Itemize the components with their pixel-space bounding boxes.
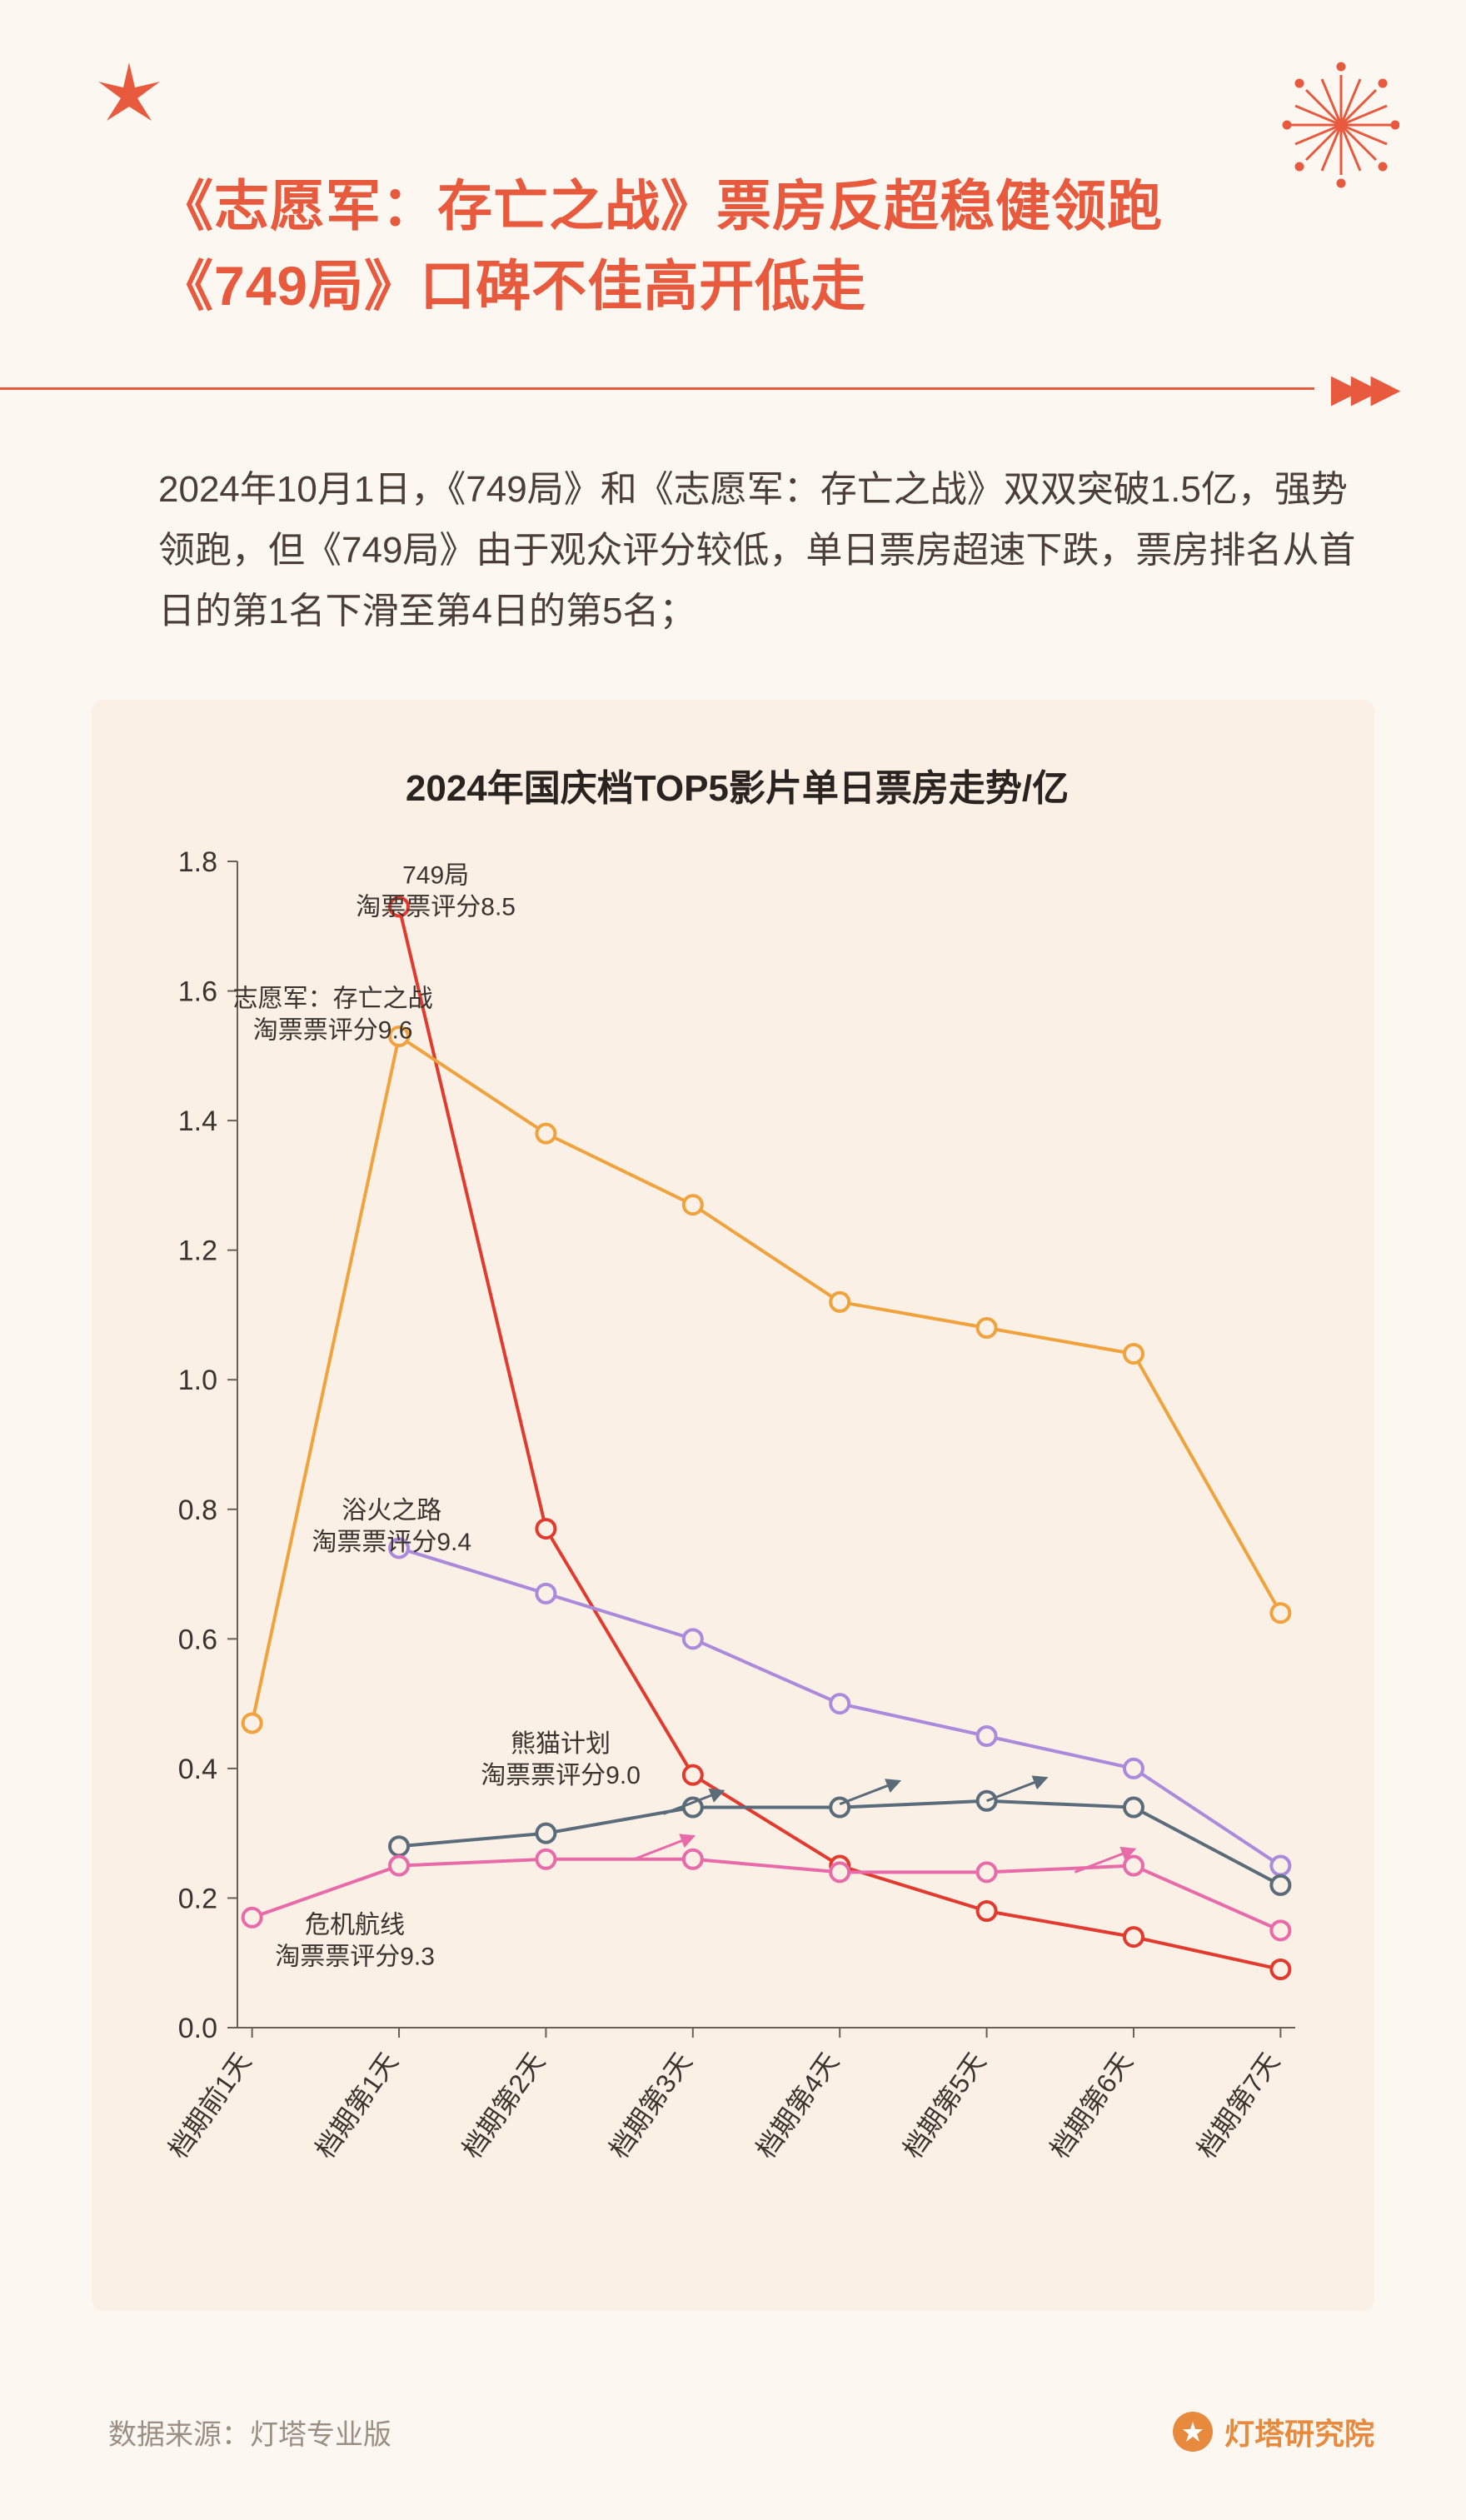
data-source: 数据来源：灯塔专业版 — [108, 2412, 391, 2453]
svg-text:0.4: 0.4 — [178, 1754, 217, 1785]
svg-text:749局: 749局 — [402, 862, 469, 890]
svg-text:危机航线: 危机航线 — [305, 1912, 405, 1939]
svg-text:1.4: 1.4 — [178, 1105, 217, 1137]
svg-text:档期第5天: 档期第5天 — [897, 2048, 991, 2164]
svg-text:档期第3天: 档期第3天 — [603, 2048, 697, 2164]
brand: 灯塔研究院 — [1173, 2410, 1374, 2453]
svg-text:档期第4天: 档期第4天 — [750, 2048, 845, 2164]
arrow-icon: ▶▶▶ — [1314, 367, 1466, 410]
svg-text:1.6: 1.6 — [178, 976, 217, 1008]
firework-icon — [1216, 33, 1399, 221]
chart-area: 0.0 0.2 0.4 0.6 0.8 1.0 1.2 1.4 1.6 1.8 档期前1天档期第1天… — [142, 845, 1333, 2211]
svg-text:0.2: 0.2 — [178, 1884, 217, 1915]
line-chart: 0.0 0.2 0.4 0.6 0.8 1.0 1.2 1.4 1.6 1.8 档期前1天档期第1天… — [142, 845, 1333, 2211]
svg-text:0.8: 0.8 — [178, 1495, 217, 1526]
divider-line — [0, 387, 1314, 390]
divider-row: ▶▶▶ — [0, 367, 1466, 410]
page: 《志愿军：存亡之战》票房反超稳健领跑 《749局》口碑不佳高开低走 ▶▶▶ 20… — [0, 0, 1466, 2520]
chart-title: 2024年国庆档TOP5影片单日票房走势/亿 — [142, 758, 1333, 811]
svg-text:档期第1天: 档期第1天 — [310, 2048, 404, 2164]
svg-text:淘票票评分9.0: 淘票票评分9.0 — [481, 1762, 641, 1789]
svg-text:档期第7天: 档期第7天 — [1191, 2048, 1285, 2164]
svg-text:档期第6天: 档期第6天 — [1045, 2048, 1139, 2164]
footer: 数据来源：灯塔专业版 灯塔研究院 — [108, 2410, 1374, 2453]
svg-text:淘票票评分8.5: 淘票票评分8.5 — [356, 894, 516, 921]
page-title: 《志愿军：存亡之战》票房反超稳健领跑 《749局》口碑不佳高开低走 — [158, 167, 1358, 326]
svg-text:1.0: 1.0 — [178, 1365, 217, 1396]
svg-text:档期前1天: 档期前1天 — [162, 2048, 257, 2164]
svg-text:志愿军：存亡之战: 志愿军：存亡之战 — [233, 986, 433, 1013]
title-line-1: 《志愿军：存亡之战》票房反超稳健领跑 — [158, 175, 1163, 237]
svg-text:熊猫计划: 熊猫计划 — [511, 1730, 611, 1758]
svg-text:档期第2天: 档期第2天 — [456, 2048, 551, 2164]
svg-text:浴火之路: 浴火之路 — [342, 1497, 441, 1524]
star-icon — [92, 58, 167, 137]
svg-text:0.6: 0.6 — [178, 1624, 217, 1655]
brand-name: 灯塔研究院 — [1224, 2410, 1374, 2453]
svg-text:淘票票评分9.4: 淘票票评分9.4 — [312, 1529, 471, 1556]
description-text: 2024年10月1日，《749局》和《志愿军：存亡之战》双双突破1.5亿，强势领… — [0, 410, 1466, 641]
svg-text:1.8: 1.8 — [178, 846, 217, 878]
brand-logo-icon — [1173, 2412, 1213, 2452]
title-line-2: 《749局》口碑不佳高开低走 — [158, 255, 866, 317]
svg-text:1.2: 1.2 — [178, 1235, 217, 1267]
svg-text:淘票票评分9.6: 淘票票评分9.6 — [253, 1017, 413, 1045]
svg-text:淘票票评分9.3: 淘票票评分9.3 — [275, 1944, 435, 1971]
chart-card: 2024年国庆档TOP5影片单日票房走势/亿 0.0 0.2 0.4 0.6 0.8 1.… — [92, 700, 1374, 2311]
svg-text:0.0: 0.0 — [178, 2013, 217, 2044]
